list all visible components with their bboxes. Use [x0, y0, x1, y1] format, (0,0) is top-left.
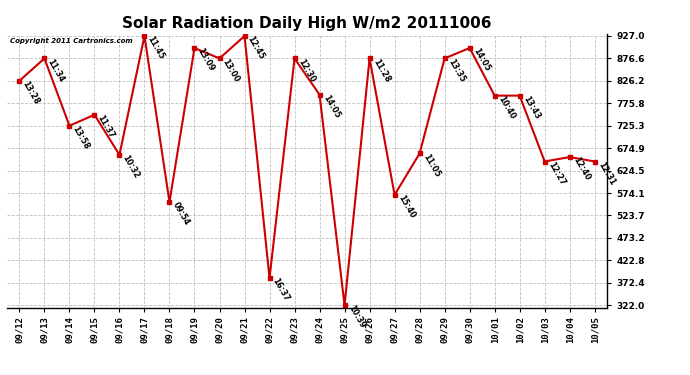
Text: 09:54: 09:54	[171, 201, 191, 227]
Text: 13:58: 13:58	[71, 124, 91, 151]
Text: 11:28: 11:28	[371, 57, 391, 84]
Text: 13:35: 13:35	[446, 57, 466, 83]
Text: 13:00: 13:00	[221, 57, 242, 83]
Text: 16:37: 16:37	[271, 277, 291, 303]
Text: 13:28: 13:28	[21, 80, 41, 106]
Text: 11:05: 11:05	[421, 152, 442, 178]
Text: 10:32: 10:32	[121, 153, 141, 180]
Text: 13:09: 13:09	[196, 46, 216, 73]
Text: 14:05: 14:05	[471, 46, 491, 73]
Text: 11:45: 11:45	[146, 34, 166, 61]
Title: Solar Radiation Daily High W/m2 20111006: Solar Radiation Daily High W/m2 20111006	[122, 16, 492, 31]
Text: 12:30: 12:30	[296, 57, 317, 84]
Text: 11:34: 11:34	[46, 57, 66, 83]
Text: Copyright 2011 Cartronics.com: Copyright 2011 Cartronics.com	[10, 38, 132, 44]
Text: 12:31: 12:31	[596, 160, 617, 187]
Text: 12:40: 12:40	[571, 156, 591, 182]
Text: 10:39: 10:39	[346, 304, 366, 330]
Text: 13:43: 13:43	[521, 94, 542, 121]
Text: 15:40: 15:40	[396, 194, 416, 220]
Text: 12:45: 12:45	[246, 34, 266, 61]
Text: 14:05: 14:05	[321, 93, 342, 120]
Text: 12:27: 12:27	[546, 160, 566, 187]
Text: 11:37: 11:37	[96, 113, 116, 140]
Text: 10:40: 10:40	[496, 94, 516, 121]
